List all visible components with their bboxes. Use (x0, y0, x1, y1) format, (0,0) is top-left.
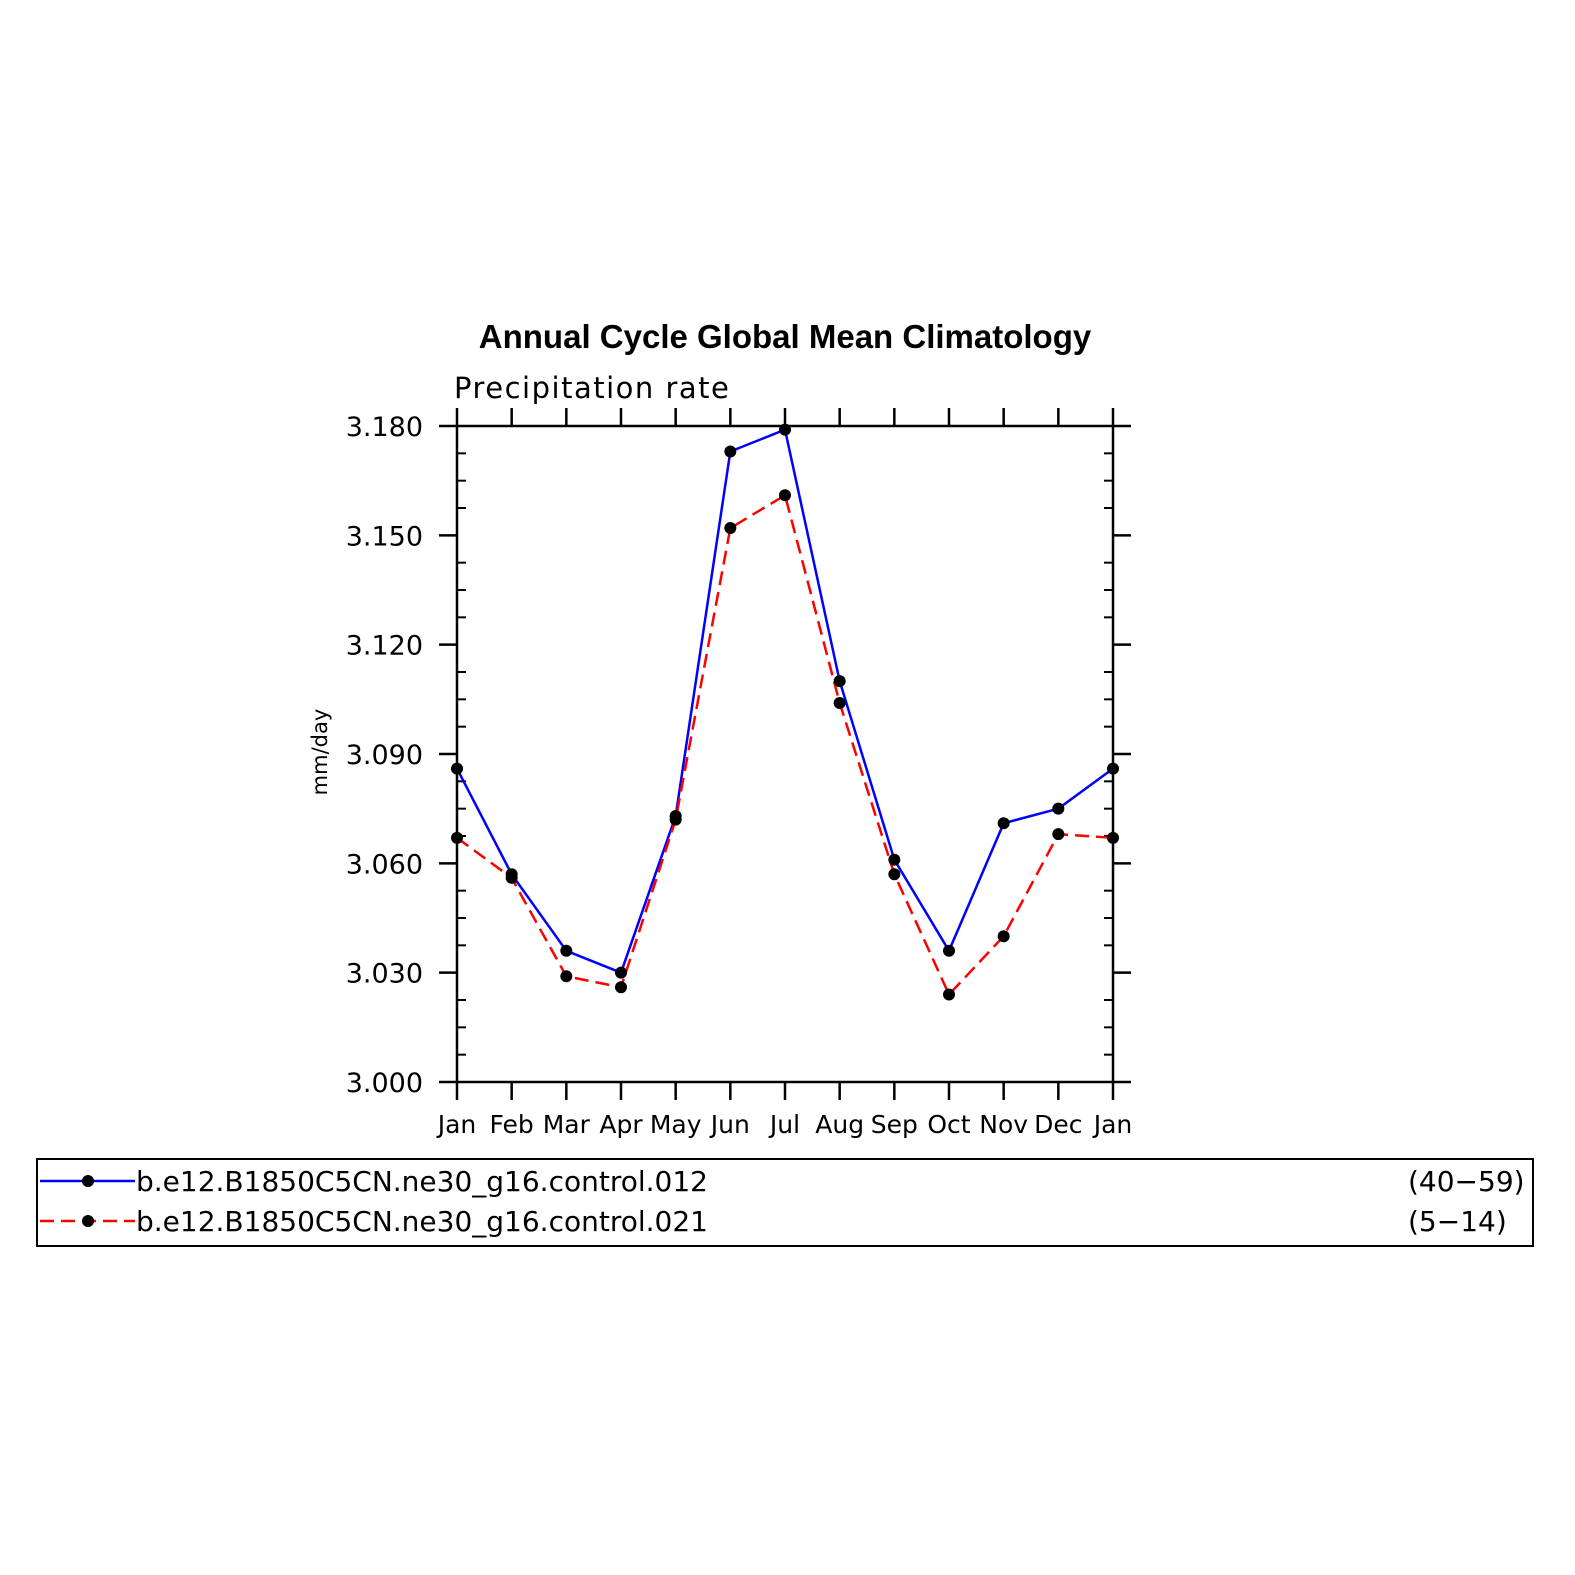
series-2-point (560, 970, 573, 983)
x-tick-label: Jan (436, 1110, 477, 1139)
series-2-point (888, 868, 901, 881)
x-tick-label: Jun (709, 1110, 750, 1139)
series-line-2 (456, 493, 1114, 996)
series-2-point (943, 988, 955, 1001)
legend-box (36, 1158, 1534, 1247)
legend-series-years: (5−14) (1408, 1205, 1507, 1238)
series-2-point (615, 981, 627, 994)
series-2-point (724, 522, 737, 535)
x-tick-label: Jul (768, 1110, 800, 1139)
x-tick-label: Jan (1092, 1110, 1133, 1139)
plot-frame (455, 424, 1115, 1084)
legend-series-years: (40−59) (1408, 1165, 1525, 1198)
chart-title: Annual Cycle Global Mean Climatology (479, 318, 1092, 355)
series-1-point (943, 944, 955, 957)
series-2-point (505, 871, 518, 884)
x-tick-label: Aug (815, 1110, 864, 1139)
y-tick-label: 3.000 (346, 1068, 423, 1099)
tick-labels: Jan Feb Mar Apr May Jun Jul Aug Sep Oct Nov Dec Jan 3… (346, 412, 1133, 1139)
series-lines (455, 428, 1114, 996)
y-tick-label: 3.150 (346, 521, 423, 552)
y-tick-label: 3.180 (346, 412, 423, 443)
y-tick-label: 3.090 (346, 740, 423, 771)
y-tick-label: 3.120 (346, 631, 423, 662)
series-2-point (833, 696, 846, 709)
x-tick-label: Apr (599, 1110, 643, 1139)
series-1-point (888, 853, 901, 866)
series-1-point (615, 966, 627, 979)
axis-ticks (439, 408, 1131, 1100)
series-2-point (779, 489, 791, 502)
x-tick-label: Nov (979, 1110, 1028, 1139)
x-tick-label: Oct (927, 1110, 970, 1139)
legend-marker-1 (82, 1175, 94, 1187)
series-2-point (997, 930, 1010, 943)
series-1-point (724, 445, 737, 458)
series-markers (451, 423, 1119, 1001)
legend-series-name: b.e12.B1850C5CN.ne30_g16.control.021 (136, 1205, 708, 1238)
chart-subtitle: Precipitation rate (454, 371, 730, 405)
y-tick-label: 3.030 (346, 959, 423, 990)
series-2-point (1052, 828, 1065, 841)
x-tick-label: Feb (490, 1110, 534, 1139)
legend-marker-2 (82, 1215, 94, 1227)
x-tick-label: Dec (1034, 1110, 1082, 1139)
series-line-1 (455, 428, 1114, 974)
series-2-point (669, 813, 682, 826)
y-axis-label: mm/day (308, 709, 332, 796)
y-tick-label: 3.060 (346, 849, 423, 880)
x-tick-label: Mar (543, 1110, 591, 1139)
series-1-point (560, 944, 573, 957)
x-tick-label: May (650, 1110, 702, 1139)
series-1-point (833, 675, 846, 688)
legend: b.e12.B1850C5CN.ne30_g16.control.012 (40−… (36, 1158, 1534, 1247)
series-1-point (997, 817, 1010, 830)
x-tick-label: Sep (871, 1110, 918, 1139)
series-1-point (1052, 802, 1065, 815)
legend-series-name: b.e12.B1850C5CN.ne30_g16.control.012 (136, 1165, 708, 1198)
